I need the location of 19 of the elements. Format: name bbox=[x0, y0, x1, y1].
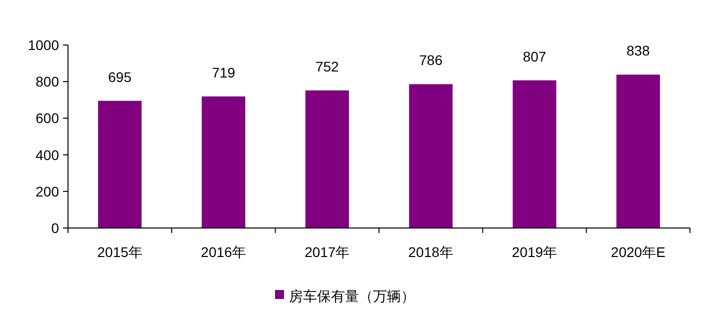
x-tick-label: 2019年 bbox=[512, 244, 558, 260]
x-tick-label: 2015年 bbox=[97, 244, 142, 260]
data-label: 719 bbox=[212, 64, 236, 80]
x-tick-label: 2020年E bbox=[610, 244, 666, 260]
data-label: 807 bbox=[522, 48, 546, 64]
x-tick-label: 2017年 bbox=[304, 244, 350, 260]
y-tick-label: 1000 bbox=[28, 37, 60, 53]
y-tick-label: 800 bbox=[36, 74, 60, 90]
data-label: 695 bbox=[108, 68, 132, 85]
x-tick-label: 2018年 bbox=[408, 244, 454, 260]
data-label: 786 bbox=[419, 52, 443, 68]
data-label: 752 bbox=[315, 58, 340, 74]
y-tick-label: 0 bbox=[51, 220, 60, 236]
x-tick-label: 2016年 bbox=[200, 244, 246, 260]
y-tick-label: 200 bbox=[36, 183, 60, 200]
y-tick-label: 400 bbox=[36, 146, 60, 163]
data-label: 838 bbox=[626, 42, 650, 59]
legend-label: 房车保有量（万辆） bbox=[289, 288, 415, 304]
y-tick-label: 600 bbox=[36, 110, 60, 126]
